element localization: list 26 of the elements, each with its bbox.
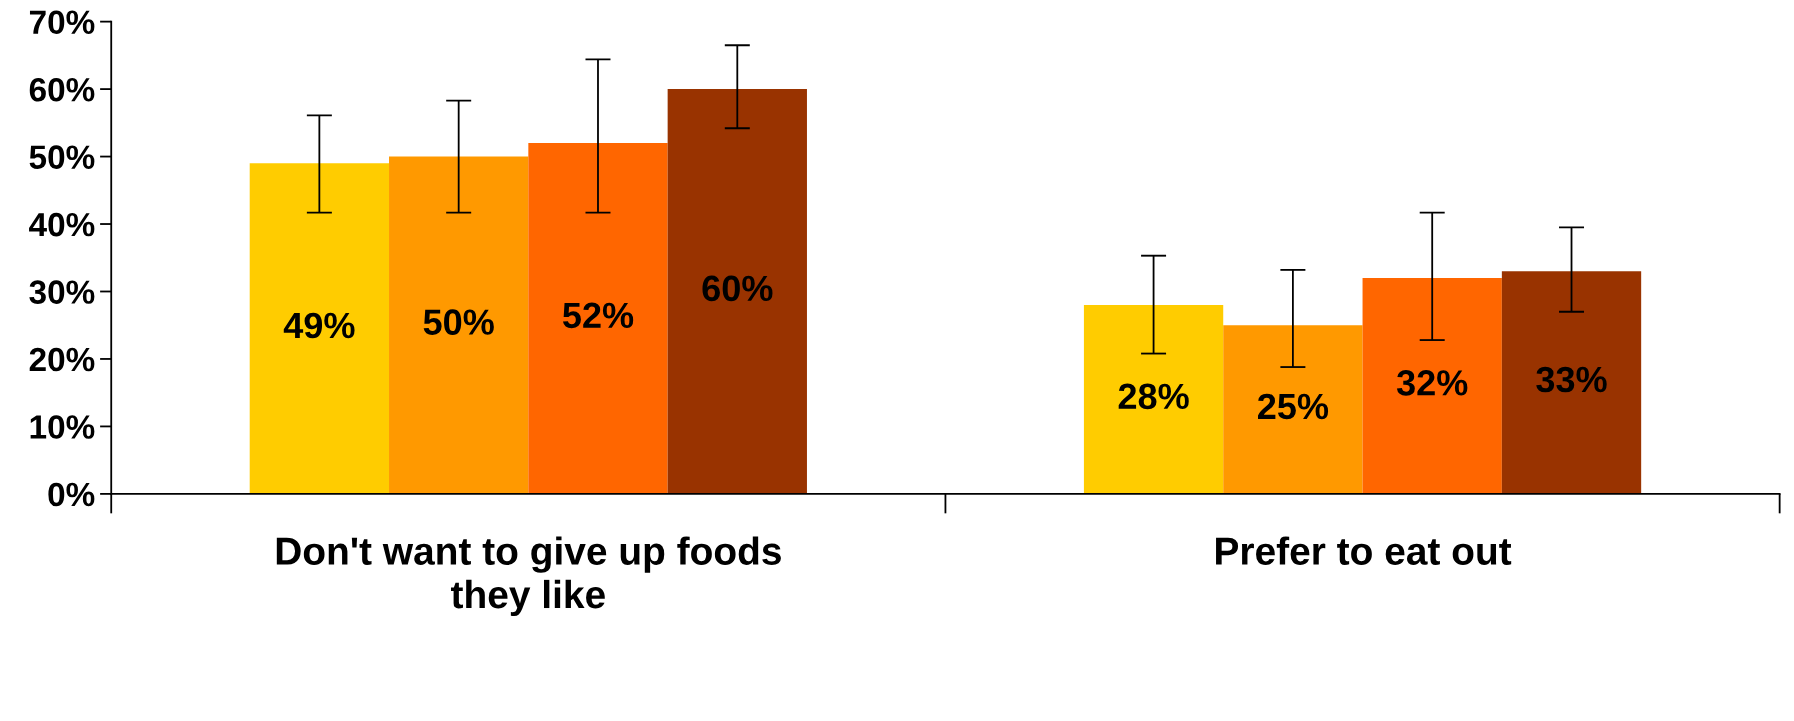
- y-tick-label: 30%: [29, 280, 95, 304]
- data-label: 49%: [283, 312, 355, 339]
- y-tick-label: 10%: [30, 415, 95, 439]
- y-tick-label: 40%: [29, 212, 95, 237]
- x-tick-label: Prefer to eat out: [1216, 536, 1512, 565]
- data-label: 52%: [562, 302, 634, 329]
- y-tick-label: 50%: [29, 145, 95, 169]
- y-tick-label: 0%: [48, 482, 95, 507]
- bar: [1362, 278, 1502, 494]
- bar: [667, 89, 807, 494]
- data-label: 50%: [423, 309, 494, 335]
- y-tick-label: 70%: [29, 10, 95, 35]
- data-label: 32%: [1396, 370, 1468, 396]
- data-label: 28%: [1118, 383, 1189, 410]
- bar: [1083, 304, 1224, 494]
- bar: [389, 156, 529, 494]
- bar: [1223, 325, 1363, 494]
- bar: [1501, 271, 1642, 494]
- data-label: 33%: [1536, 366, 1607, 393]
- y-tick-label: 60%: [29, 77, 95, 102]
- data-label: 60%: [702, 275, 773, 302]
- data-label: 25%: [1258, 393, 1329, 420]
- bar: [528, 143, 668, 494]
- bar: [249, 163, 390, 494]
- y-tick-label: 20%: [29, 347, 95, 372]
- x-tick-label: Don't want to give up foods they like: [276, 536, 781, 617]
